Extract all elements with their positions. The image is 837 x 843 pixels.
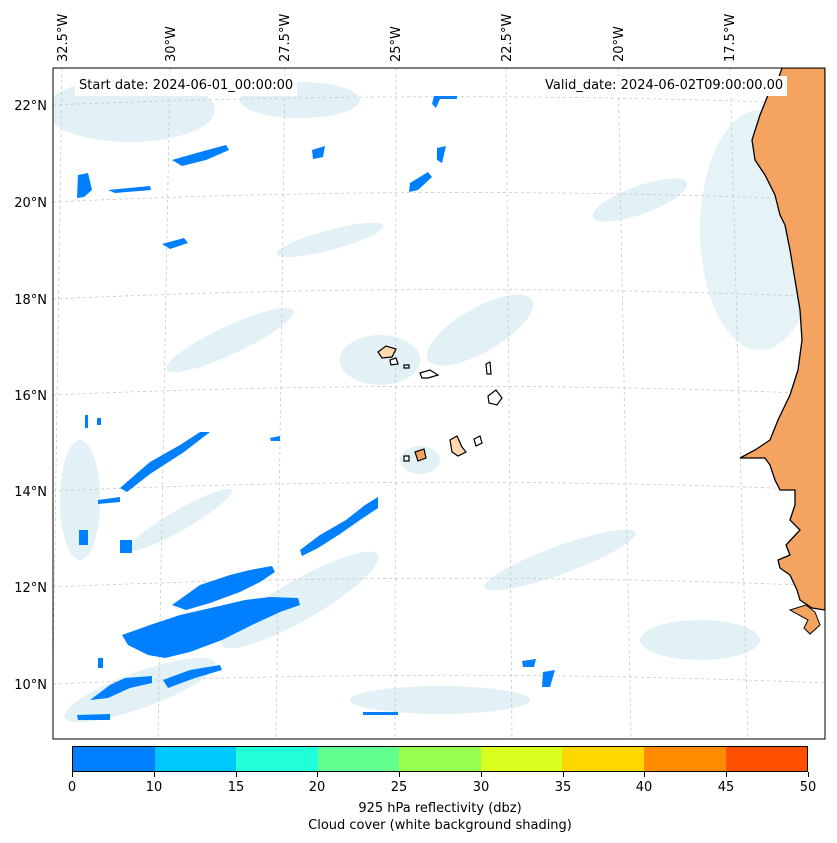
colorbar-tick [808, 772, 809, 777]
colorbar-segment [643, 747, 726, 771]
lon-label: 32.5°W [56, 14, 71, 62]
colorbar-subtitle: Cloud cover (white background shading) [308, 818, 572, 833]
colorbar-tick [317, 772, 318, 777]
lon-label: 17.5°W [723, 14, 738, 62]
colorbar-tick-label: 45 [717, 780, 735, 795]
lon-label: 27.5°W [278, 14, 293, 62]
colorbar-segment [154, 747, 237, 771]
cape-verde-islands [377, 345, 503, 462]
colorbar-tick-label: 30 [472, 780, 490, 795]
colorbar-segment [725, 747, 808, 771]
colorbar-segment [73, 747, 155, 771]
colorbar-tick-label: 20 [308, 780, 326, 795]
africa-coastline [739, 68, 825, 611]
colorbar-tick-label: 35 [554, 780, 572, 795]
lon-label: 30°W [164, 26, 179, 62]
valid-date-label: Valid_date: 2024-06-02T09:00:00.00 [541, 76, 788, 96]
colorbar-tick-label: 40 [635, 780, 653, 795]
colorbar-tick [481, 772, 482, 777]
colorbar-tick-label: 15 [227, 780, 245, 795]
colorbar-segment [317, 747, 400, 771]
lat-label: 12°N [14, 581, 47, 596]
reflectivity-layer [77, 96, 555, 720]
colorbar-tick-label: 10 [145, 780, 163, 795]
colorbar-tick [154, 772, 155, 777]
bissagos-islands [788, 604, 821, 635]
lat-label: 22°N [14, 99, 47, 114]
colorbar-segment [236, 747, 318, 771]
lon-label: 25°W [389, 26, 404, 62]
map-frame [52, 67, 826, 740]
colorbar-segment [399, 747, 481, 771]
lat-label: 16°N [14, 389, 47, 404]
colorbar-tick [236, 772, 237, 777]
lon-label: 22.5°W [500, 14, 515, 62]
start-date-label: Start date: 2024-06-01_00:00:00 [75, 76, 298, 96]
colorbar-segment [480, 747, 563, 771]
lat-label: 10°N [14, 678, 47, 693]
latitude-labels: 22°N 20°N 18°N 16°N 14°N 12°N 10°N [14, 99, 47, 693]
colorbar-tick [399, 772, 400, 777]
colorbar-tick [72, 772, 73, 777]
colorbar-segment [562, 747, 644, 771]
colorbar-tick [644, 772, 645, 777]
colorbar-tick-label: 0 [67, 780, 77, 795]
colorbar-tick [726, 772, 727, 777]
lat-label: 14°N [14, 485, 47, 500]
colorbar [72, 746, 808, 772]
lat-label: 20°N [14, 196, 47, 211]
longitude-labels: 32.5°W 30°W 27.5°W 25°W 22.5°W 20°W 17.5… [56, 14, 738, 62]
colorbar-tick-label: 50 [799, 780, 817, 795]
colorbar-tick [563, 772, 564, 777]
colorbar-tick-label: 25 [390, 780, 408, 795]
colorbar-title: 925 hPa reflectivity (dbz) [358, 801, 522, 816]
lat-label: 18°N [14, 293, 47, 308]
lon-label: 20°W [612, 26, 627, 62]
